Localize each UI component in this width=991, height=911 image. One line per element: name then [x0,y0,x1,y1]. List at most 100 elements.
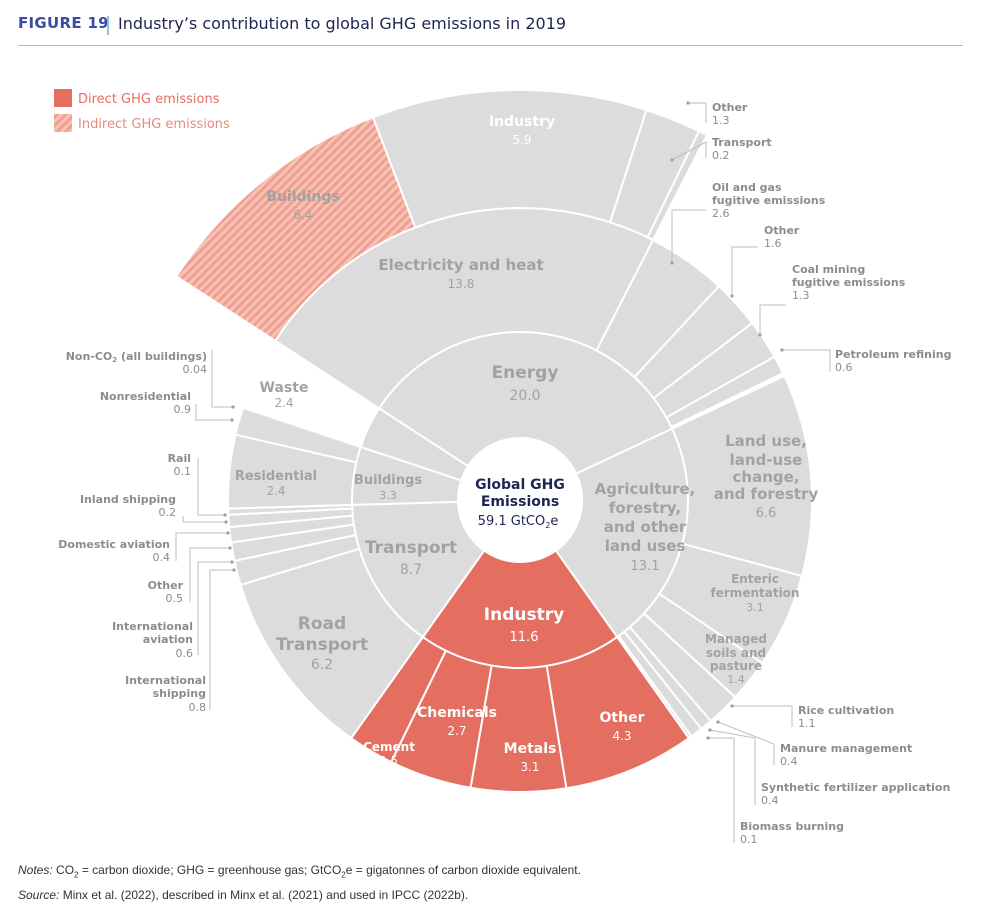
leader-line [671,141,707,161]
label-soils-1: Managed [705,632,767,646]
value-industry: 11.6 [510,630,539,645]
value-bld-indirect: 6.4 [293,208,312,222]
center-title-line2: Emissions [481,494,559,510]
callout-intship-2: shipping [153,687,206,700]
label-soils-3: pasture [710,659,762,673]
callout-synth: Synthetic fertilizer application [761,781,950,794]
notes-sub-2: 2 [341,870,346,880]
figure-title: Industry’s contribution to global GHG em… [118,14,567,33]
label-bld-indirect: Buildings [266,189,339,205]
leader-dot [228,546,232,550]
label-transport: Transport [365,538,457,558]
callout-oil-val: 2.6 [712,207,730,220]
label-enteric-2: fermentation [711,586,800,600]
leader-line [759,304,786,335]
label-afolu-3: and other [604,518,687,536]
leader-line [717,721,775,765]
leader-dot [670,261,674,265]
value-soils: 1.4 [727,673,745,686]
callout-synth-val: 0.4 [761,794,779,807]
leader-dot [686,101,690,105]
callout-leader-lines [175,101,831,843]
value-elec: 13.8 [448,277,475,291]
center-value-text: 59.1 GtCO [478,514,546,529]
callout-biomass: Biomass burning [740,820,844,833]
notes-sub-1: 2 [74,870,79,880]
value-waste: 2.4 [274,396,293,410]
legend-indirect-label: Indirect GHG emissions [78,117,230,132]
outer-segment-energy-petroleum-refining [665,355,785,429]
value-metals: 3.1 [520,760,539,774]
label-cement: Cement [363,740,415,754]
callout-nonco2-sub: 2 [112,356,117,364]
callout-other-elec-val: 1.3 [712,114,730,127]
leader-dot [706,736,710,740]
value-industry-other: 4.3 [612,729,631,743]
value-industry-indirect: 5.9 [512,133,531,147]
callout-oil-1: Oil and gas [712,181,782,194]
value-enteric: 3.1 [746,601,764,614]
notes-label: Notes: [18,863,53,877]
callout-intav-val: 0.6 [176,647,194,660]
value-cement: 1.5 [380,754,398,767]
callout-nonco2-text: Non-CO [66,350,113,363]
center-value-sub: 2 [545,521,550,530]
callout-inland: Inland shipping [80,493,176,506]
leader-dot [224,520,228,524]
callout-nonco2-val: 0.04 [183,363,208,376]
notes-text-3: e = gigatonnes of carbon dioxide equival… [345,863,581,877]
label-waste: Waste [260,380,309,396]
inner-segment-waste [359,407,470,482]
leader-dot [231,405,235,409]
callout-transport-elec: Transport [712,136,772,149]
leader-dot [716,720,720,724]
callout-oil-2: fugitive emissions [712,194,826,207]
figure-notes: Notes: CO2 = carbon dioxide; GHG = green… [18,860,581,905]
callout-rice-val: 1.1 [798,717,816,730]
leader-dot [730,704,734,708]
leader-line [709,729,756,805]
center-value-end: e [550,514,558,529]
label-afolu-2: forestry, [609,499,681,517]
callout-petro: Petroleum refining [835,348,951,361]
callout-nonres-val: 0.9 [174,403,192,416]
label-industry-other: Other [600,710,645,726]
label-energy: Energy [492,363,559,383]
callout-intav-2: aviation [143,633,193,646]
center-title-line1: Global GHG [475,477,565,493]
callout-rail: Rail [168,452,191,465]
label-road-2: Transport [276,635,368,655]
label-metals: Metals [504,741,557,757]
callout-intav-1: International [112,620,193,633]
callout-rice: Rice cultivation [798,704,894,717]
notes-text-1: CO [52,863,75,877]
callout-intship-val: 0.8 [189,701,207,714]
leader-line [189,547,230,602]
label-residential: Residential [235,469,317,484]
label-lulucf-3: change, [733,468,800,486]
callout-intship-1: International [125,674,206,687]
leader-line [182,516,226,523]
title-separator [107,16,109,35]
leader-line [731,246,758,296]
leader-dot [232,568,236,572]
leader-dot [230,418,234,422]
value-road: 6.2 [311,657,333,673]
center-disk [459,439,581,561]
legend-indirect-swatch [54,114,72,132]
label-industry-indirect: Industry [489,114,555,130]
source-text: Minx et al. (2022), described in Minx et… [59,888,469,903]
value-energy: 20.0 [509,388,540,404]
callout-manure: Manure management [780,742,912,755]
leader-line [195,404,232,421]
value-chemicals: 2.7 [447,724,466,738]
legend-direct-label: Direct GHG emissions [78,92,220,107]
label-elec: Electricity and heat [378,256,543,274]
callout-tother-val: 0.5 [166,592,184,605]
label-lulucf-1: Land use, [725,432,807,450]
leader-dot [230,560,234,564]
label-lulucf-4: and forestry [714,485,819,503]
leader-dot [226,531,230,535]
leader-line [688,102,707,123]
